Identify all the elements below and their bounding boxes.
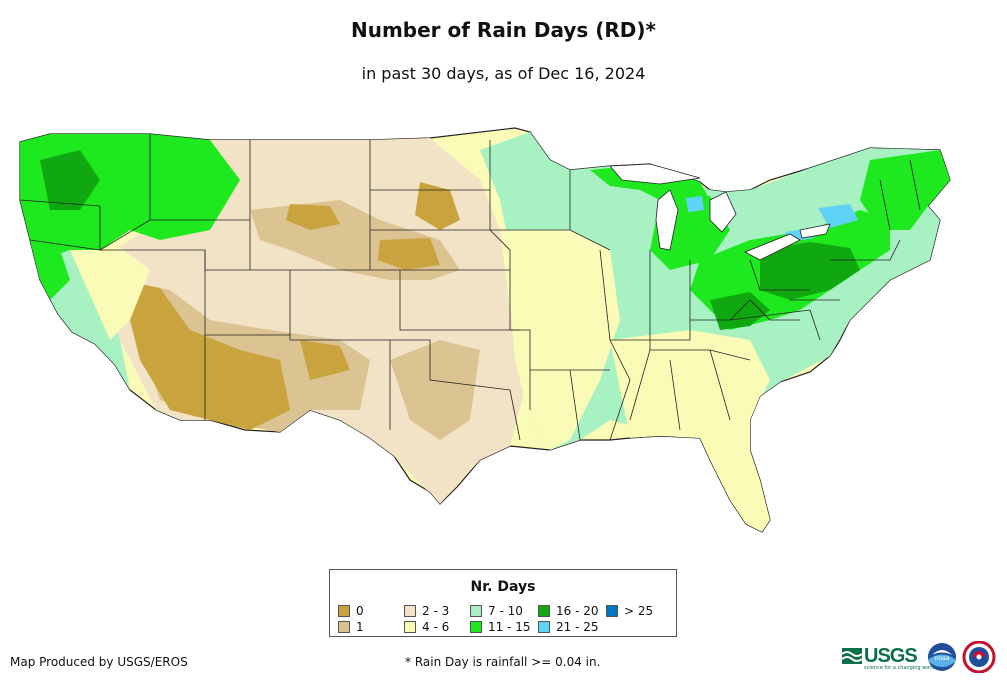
legend-swatch (338, 605, 350, 617)
legend-label: 11 - 15 (488, 620, 531, 634)
legend-swatch (538, 605, 550, 617)
legend-item: > 25 (606, 604, 653, 618)
noaa-wordmark: noaa (935, 655, 950, 662)
legend-item: 21 - 25 (538, 620, 599, 634)
legend-swatch (404, 621, 416, 633)
noaa-logo: noaa (928, 643, 956, 671)
legend-item: 4 - 6 (404, 620, 449, 634)
map-credit: Map Produced by USGS/EROS (10, 655, 188, 669)
legend-swatch (538, 621, 550, 633)
legend-label: 0 (356, 604, 364, 618)
legend-label: 16 - 20 (556, 604, 599, 618)
legend-item: 7 - 10 (470, 604, 523, 618)
legend-label: 21 - 25 (556, 620, 599, 634)
legend-label: > 25 (624, 604, 654, 618)
legend-item: 11 - 15 (470, 620, 531, 634)
legend-swatch (404, 605, 416, 617)
legend-swatch (470, 621, 482, 633)
legend-label: 1 (356, 620, 364, 634)
legend-title: Nr. Days (470, 579, 536, 595)
legend-swatch (470, 605, 482, 617)
map-subtitle: in past 30 days, as of Dec 16, 2024 (361, 64, 646, 83)
map-title: Number of Rain Days (RD)* (350, 18, 656, 42)
nws-logo (962, 641, 996, 673)
legend-item: 16 - 20 (538, 604, 599, 618)
legend-label: 7 - 10 (488, 604, 523, 618)
legend-label: 4 - 6 (422, 620, 450, 634)
rain-days-map (19, 127, 951, 533)
usgs-wordmark: USGS (864, 644, 918, 667)
usgs-tagline: science for a changing world (864, 665, 936, 671)
map-legend: Nr. Days 0 1 2 - 3 4 - 6 7 - 10 11 - 15 … (329, 569, 677, 637)
rain-day-footnote: * Rain Day is rainfall >= 0.04 in. (405, 655, 601, 669)
usgs-wave-icon (842, 648, 862, 664)
legend-item: 1 (338, 620, 364, 634)
legend-label: 2 - 3 (422, 604, 450, 618)
usgs-logo: USGS science for a changing world (842, 641, 936, 671)
legend-item: 0 (338, 604, 364, 618)
legend-item: 2 - 3 (404, 604, 449, 618)
legend-swatch (338, 621, 350, 633)
legend-swatch (606, 605, 618, 617)
